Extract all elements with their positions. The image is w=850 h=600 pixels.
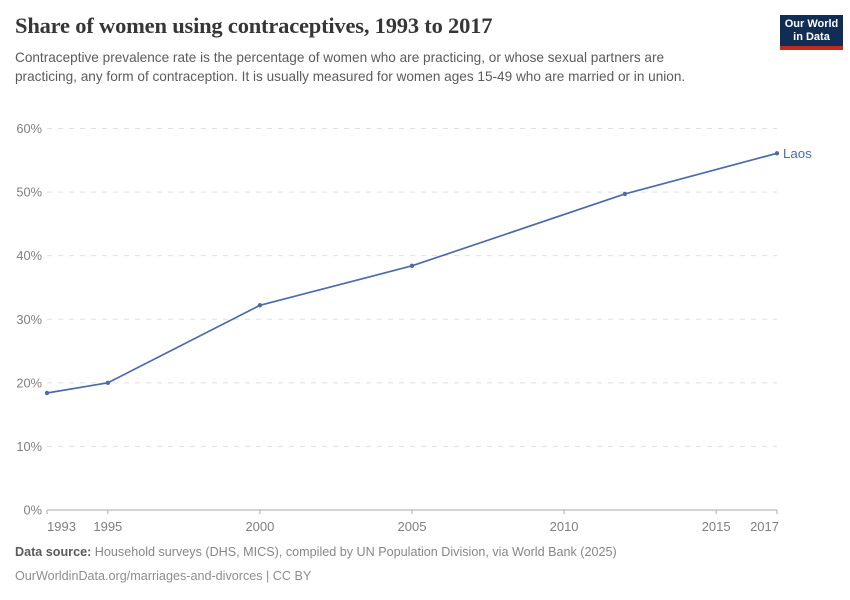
x-axis-tick-label: 1993	[47, 519, 76, 534]
page-title: Share of women using contraceptives, 199…	[15, 13, 493, 38]
data-point	[622, 191, 628, 197]
x-axis-tick-label: 1995	[93, 519, 122, 534]
data-source-label: Data source:	[15, 545, 92, 559]
data-point	[44, 390, 50, 396]
x-axis-tick-label: 2010	[550, 519, 579, 534]
y-axis-tick-label: 30%	[16, 312, 42, 327]
citation-line: OurWorldinData.org/marriages-and-divorce…	[15, 568, 312, 583]
chart-footer: Data source: Household surveys (DHS, MIC…	[15, 541, 835, 588]
data-source-text: Household surveys (DHS, MICS), compiled …	[91, 545, 617, 559]
chart-subtitle: Contraceptive prevalence rate is the per…	[15, 50, 686, 84]
logo-line1: Our World	[784, 17, 839, 30]
series-line	[46, 152, 778, 394]
data-point	[257, 303, 263, 308]
data-source-line: Data source: Household surveys (DHS, MIC…	[15, 541, 835, 565]
series-end-label: Laos	[783, 146, 812, 161]
data-point	[105, 380, 111, 386]
logo-line2: in Data	[793, 30, 830, 43]
y-axis-tick-label: 0%	[24, 503, 43, 518]
y-axis-tick-label: 50%	[16, 185, 42, 200]
y-axis-tick-label: 20%	[16, 375, 42, 390]
x-axis-tick-label: 2017	[750, 519, 779, 534]
y-axis-tick-label: 10%	[16, 439, 42, 454]
chart-header: Share of women using contraceptives, 199…	[15, 13, 775, 86]
y-axis-tick-label: 40%	[16, 248, 42, 263]
y-axis-tick-label: 60%	[16, 121, 42, 136]
x-axis-tick-label: 2005	[398, 519, 427, 534]
data-point	[774, 151, 780, 156]
owid-logo: Our World in Data	[780, 15, 843, 50]
x-axis-tick-label: 2000	[245, 519, 274, 534]
data-point	[409, 263, 415, 269]
x-axis-tick-label: 2015	[702, 519, 731, 534]
